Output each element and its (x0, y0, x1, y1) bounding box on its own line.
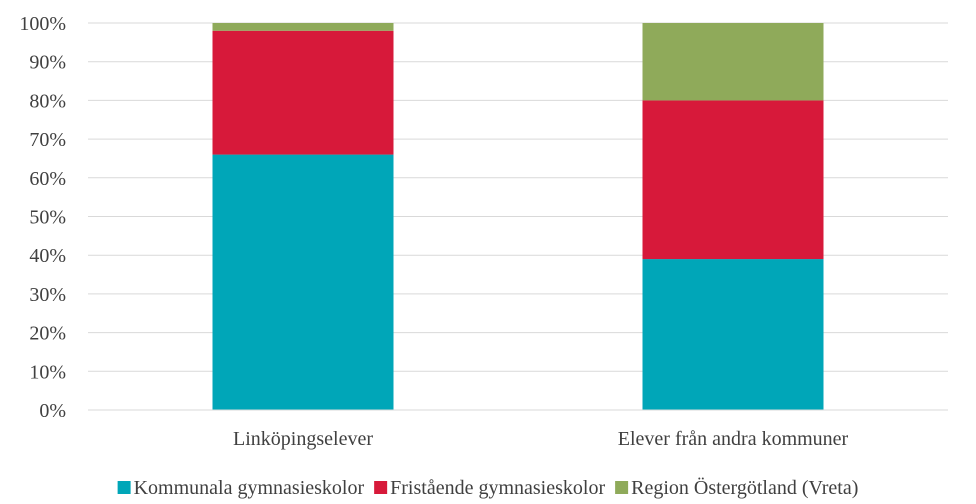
legend-swatch (615, 481, 629, 494)
legend-label: Kommunala gymnasieskolor (134, 477, 365, 499)
bar-segment (642, 100, 824, 260)
y-tick-label: 90% (29, 52, 66, 74)
y-tick-label: 80% (29, 90, 66, 112)
y-tick-label: 50% (29, 207, 66, 229)
legend-label: Fristående gymnasieskolor (390, 477, 605, 499)
bar-segment (212, 154, 394, 410)
legend: Kommunala gymnasieskolor Fristående gymna… (117, 476, 858, 499)
legend-swatch (374, 481, 388, 494)
bar-segment (642, 23, 824, 101)
x-axis-ticks: Linköpingselever Elever från andra kommun… (233, 428, 849, 450)
legend-swatch (117, 481, 131, 494)
y-tick-label: 100% (19, 13, 66, 35)
y-tick-label: 60% (29, 168, 66, 190)
x-tick-label: Elever från andra kommuner (618, 428, 849, 450)
y-tick-label: 30% (29, 284, 66, 306)
bar-segment (212, 30, 394, 155)
y-tick-label: 40% (29, 245, 66, 267)
y-tick-label: 0% (39, 400, 66, 422)
y-tick-label: 70% (29, 129, 66, 151)
x-tick-label: Linköpingselever (233, 428, 373, 450)
bar-segment (642, 259, 824, 410)
legend-label: Region Östergötland (Vreta) (631, 476, 858, 499)
bar-segment (212, 23, 394, 31)
y-axis-ticks: 0% 10% 20% 30% 40% 50% 60% 70% 80% 90% 100% (19, 13, 66, 422)
y-tick-label: 10% (29, 361, 66, 383)
y-tick-label: 20% (29, 323, 66, 345)
bars (212, 23, 824, 410)
